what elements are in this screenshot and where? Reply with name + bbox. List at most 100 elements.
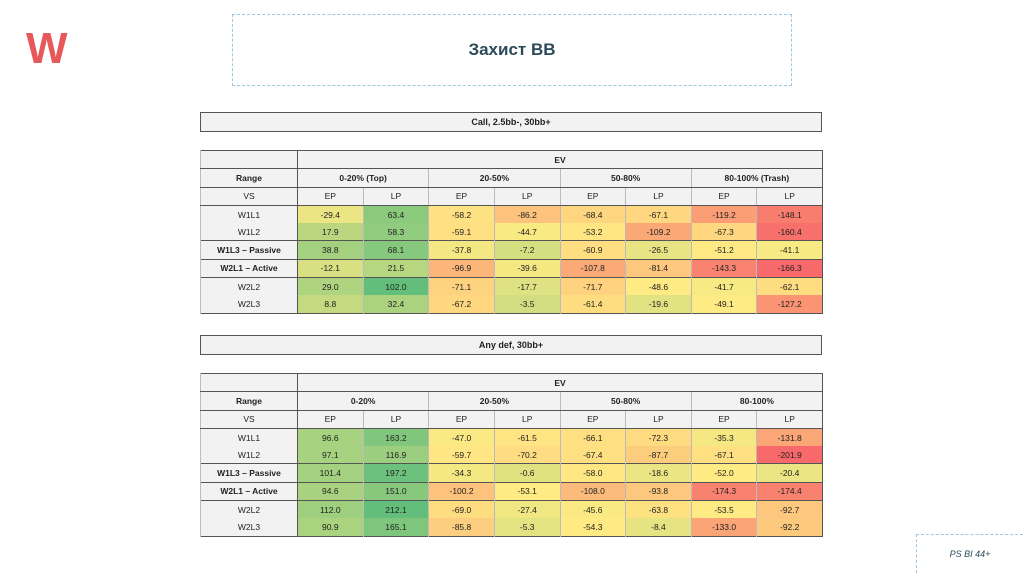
data-row: W1L3 – Passive 38.8 68.1 -37.8 -7.2 -60.9 -26.… [200, 240, 823, 260]
position-header: LP [756, 187, 823, 206]
ev-cell: -19.6 [625, 295, 692, 314]
ev-cell: 68.1 [362, 240, 429, 260]
ev-cell: -69.0 [428, 500, 495, 519]
position-header: EP [690, 187, 757, 206]
header-row: EV [200, 150, 823, 170]
row-label: W1L2 [200, 223, 298, 241]
ev-cell: -71.1 [428, 277, 495, 296]
ev-cell: -81.4 [625, 259, 692, 278]
ev-header: EV [297, 150, 823, 170]
position-header: LP [493, 410, 560, 429]
ev-cell: -59.7 [428, 446, 495, 464]
row-label: W2L1 – Active [200, 482, 298, 501]
ev-cell: -60.9 [559, 240, 626, 260]
ev-cell: -92.7 [756, 500, 823, 519]
ev-cell: -63.8 [625, 500, 692, 519]
ev-cell: -52.0 [690, 463, 757, 483]
header-row: VS EP LP EP LP EP LP EP LP [200, 410, 823, 429]
position-header: LP [493, 187, 560, 206]
range-header: 0-20% [296, 391, 429, 411]
ev-cell: -133.0 [690, 518, 757, 537]
position-header: LP [756, 410, 823, 429]
ev-cell: -51.2 [690, 240, 757, 260]
logo: W [26, 24, 68, 73]
ev-cell: -70.2 [493, 446, 560, 464]
title: Захист ВВ [232, 14, 792, 86]
ev-cell: -127.2 [756, 295, 823, 314]
ev-cell: -41.7 [690, 277, 757, 296]
ev-cell: 97.1 [297, 446, 364, 464]
row-label: W2L2 [200, 500, 298, 519]
ev-cell: -54.3 [559, 518, 626, 537]
ev-cell: -93.8 [625, 482, 692, 501]
data-row: W2L2 112.0 212.1 -69.0 -27.4 -45.6 -63.8 -53.5-… [200, 500, 823, 519]
ev-cell: 21.5 [362, 259, 429, 278]
ev-cell: -166.3 [756, 259, 823, 278]
range-header: 80-100% [690, 391, 823, 411]
ev-cell: -61.5 [493, 428, 560, 447]
ev-cell: -49.1 [690, 295, 757, 314]
header-row: Range 0-20% 20-50% 50-80% 80-100% [200, 391, 823, 411]
ev-cell: -96.9 [428, 259, 495, 278]
ev-cell: 29.0 [297, 277, 364, 296]
position-header: EP [297, 410, 364, 429]
position-header: LP [362, 410, 429, 429]
ev-cell: -67.2 [428, 295, 495, 314]
ev-cell: 96.6 [297, 428, 364, 447]
range-header: 20-50% [428, 391, 560, 411]
ev-cell: 63.4 [362, 205, 429, 224]
range-header: 80-100% (Trash) [690, 168, 823, 188]
range-header: 20-50% [428, 168, 560, 188]
data-row: W1L3 – Passive 101.4 197.2 -34.3 -0.6 -58.0 -1… [200, 463, 823, 483]
ev-cell: 101.4 [297, 463, 364, 483]
ev-cell: -201.9 [756, 446, 823, 464]
ev-cell: -53.5 [690, 500, 757, 519]
ev-cell: -67.4 [559, 446, 626, 464]
ev-cell: -85.8 [428, 518, 495, 537]
ev-cell: -86.2 [493, 205, 560, 224]
ev-cell: -45.6 [559, 500, 626, 519]
ev-cell: -20.4 [756, 463, 823, 483]
ev-cell: 197.2 [362, 463, 429, 483]
ev-cell: -18.6 [625, 463, 692, 483]
ev-cell: -39.6 [493, 259, 560, 278]
vs-label: VS [200, 410, 298, 429]
range-header: 50-80% [559, 391, 692, 411]
ev-cell: -41.1 [756, 240, 823, 260]
ev-cell: -26.5 [625, 240, 692, 260]
ev-cell: -67.1 [690, 446, 757, 464]
range-label: Range [200, 391, 298, 411]
ev-cell: -107.8 [559, 259, 626, 278]
vs-label: VS [200, 187, 298, 206]
position-header: EP [297, 187, 364, 206]
data-row: W2L3 90.9 165.1 -85.8 -5.3 -54.3 -8.4 -133.0 -92… [200, 518, 823, 537]
ev-cell: -17.7 [493, 277, 560, 296]
ev-cell: -108.0 [559, 482, 626, 501]
ev-cell: 165.1 [362, 518, 429, 537]
ev-cell: -12.1 [297, 259, 364, 278]
header-row: EV [200, 373, 823, 393]
ev-cell: 17.9 [297, 223, 364, 241]
row-label: W1L3 – Passive [200, 240, 298, 260]
ev-cell: -44.7 [493, 223, 560, 241]
row-label: W1L3 – Passive [200, 463, 298, 483]
ev-cell: -0.6 [493, 463, 560, 483]
data-row: W1L1 96.6 163.2 -47.0 -61.5 -66.1 -72.3 -35.3 -1… [200, 428, 823, 447]
ev-cell: 94.6 [297, 482, 364, 501]
ev-cell: -67.3 [690, 223, 757, 241]
header-cell [200, 373, 298, 393]
position-header: EP [428, 410, 495, 429]
ev-cell: -3.5 [493, 295, 560, 314]
position-header: LP [625, 187, 692, 206]
ev-cell: -174.3 [690, 482, 757, 501]
ev-cell: -87.7 [625, 446, 692, 464]
table-caption: Any def, 30bb+ [200, 335, 822, 355]
range-header: 0-20% (Top) [296, 168, 429, 188]
ev-cell: 102.0 [362, 277, 429, 296]
ev-cell: 38.8 [297, 240, 364, 260]
ev-cell: -72.3 [625, 428, 692, 447]
ev-cell: -71.7 [559, 277, 626, 296]
position-header: EP [428, 187, 495, 206]
ev-header: EV [297, 373, 823, 393]
